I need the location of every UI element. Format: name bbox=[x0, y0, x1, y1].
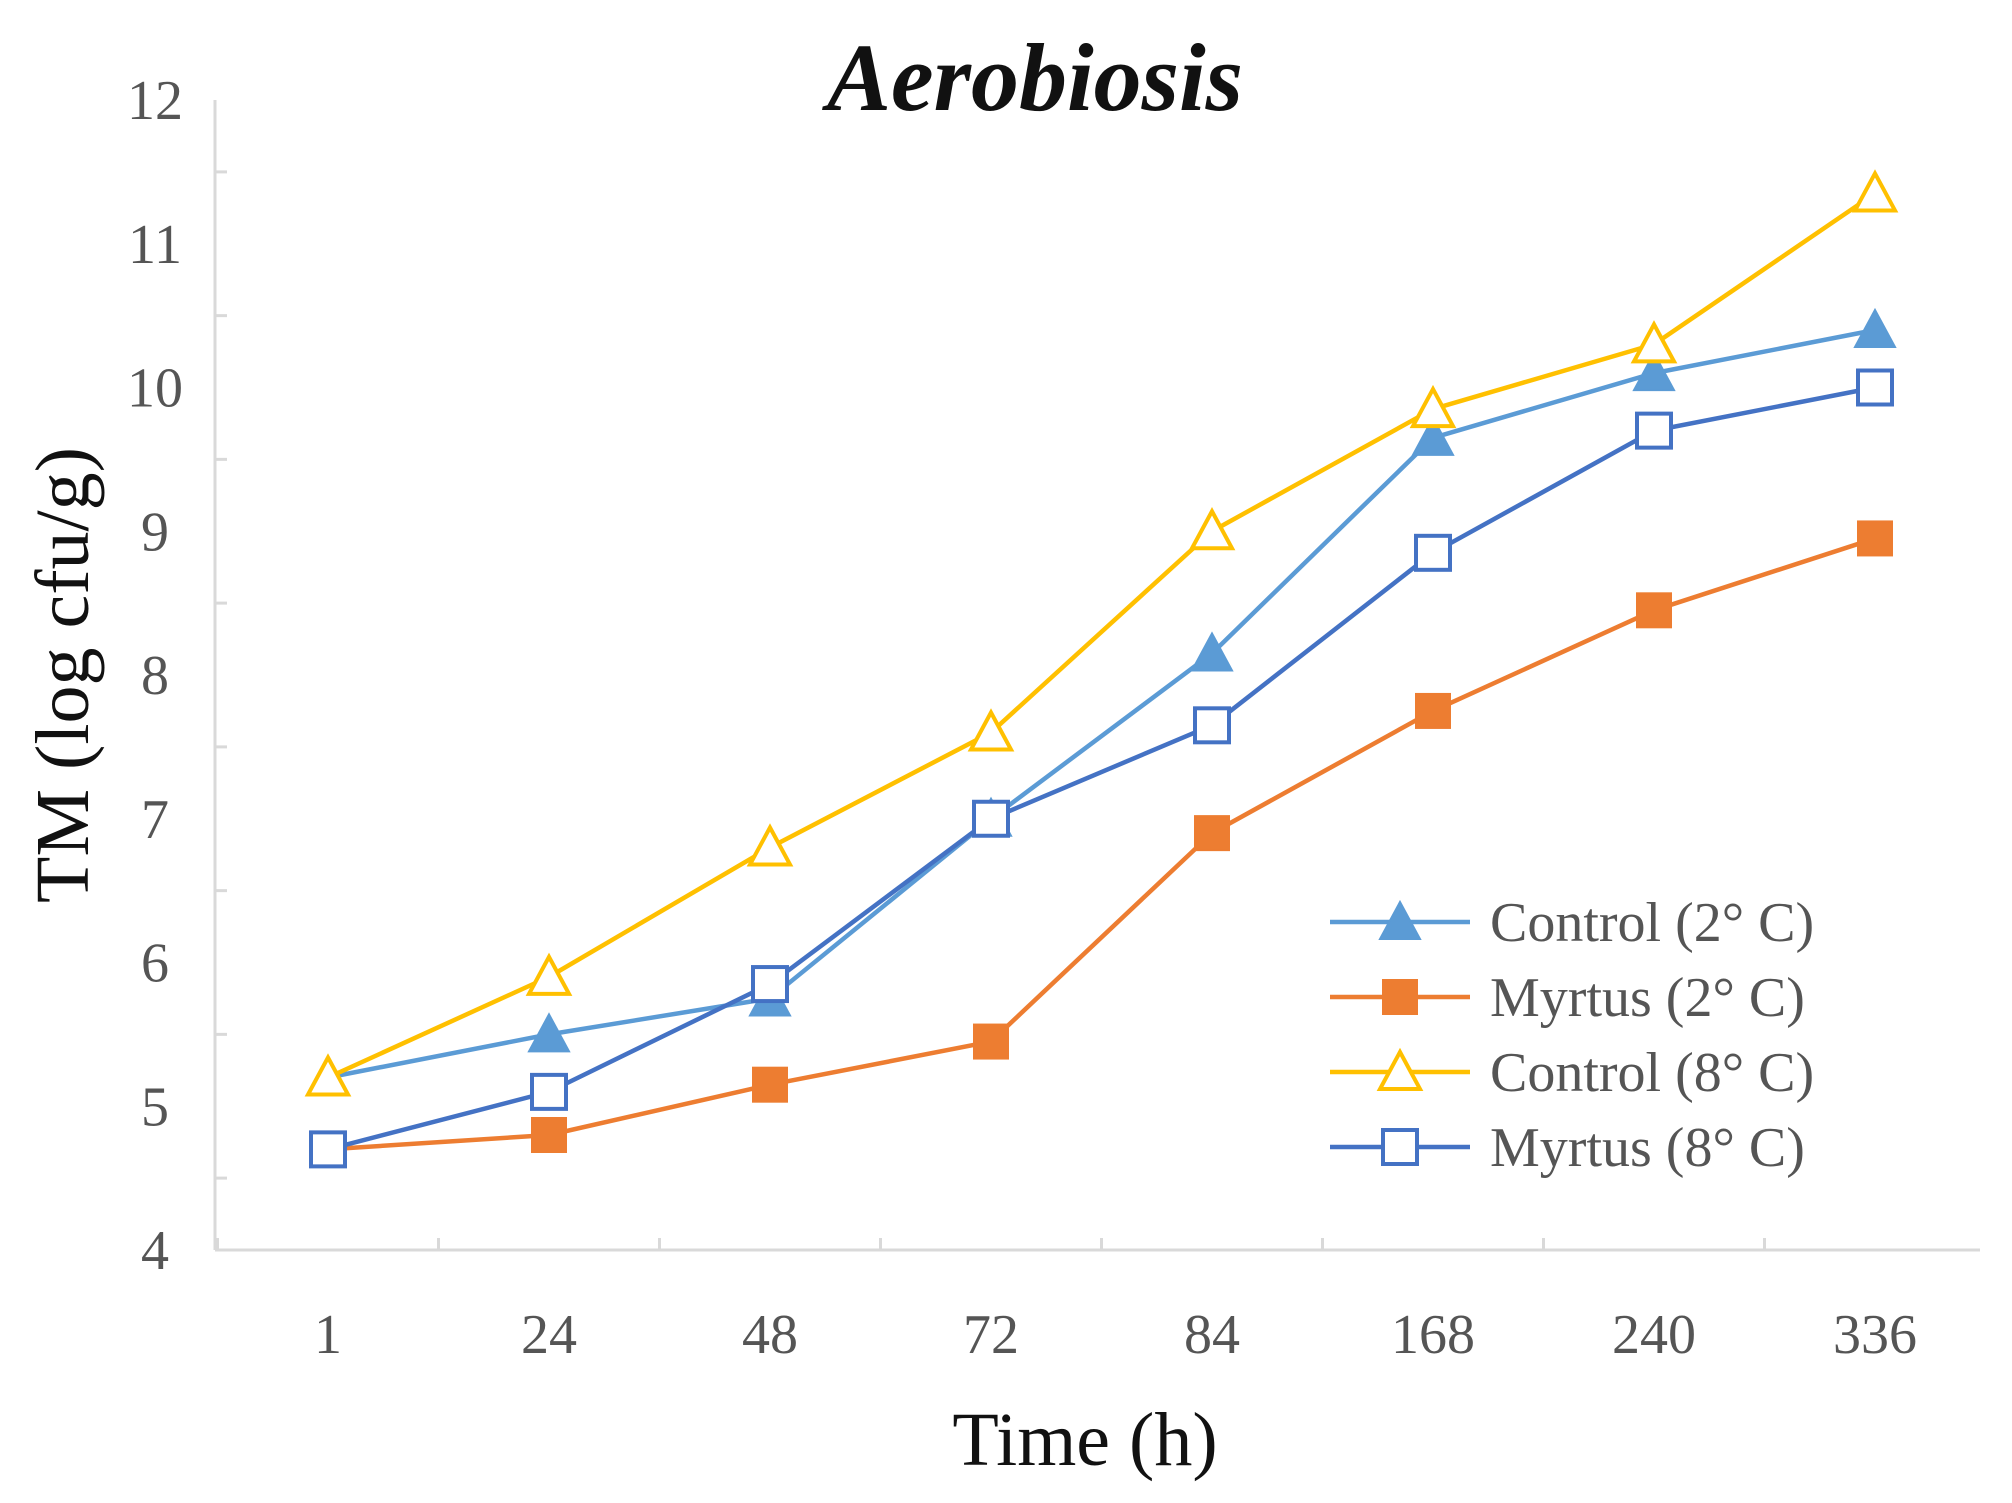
marker-series-4-pt-6 bbox=[1414, 533, 1452, 572]
y-tick-label: 10 bbox=[127, 358, 183, 420]
marker-series-2-pt-4 bbox=[973, 1023, 1009, 1060]
marker-series-1-pt-6 bbox=[1411, 415, 1455, 456]
marker-series-1-pt-5 bbox=[1190, 631, 1234, 672]
marker-legend-1 bbox=[1378, 899, 1422, 940]
marker-series-4-pt-3 bbox=[751, 965, 789, 1004]
legend-label: Control (8° C) bbox=[1490, 1042, 1814, 1104]
y-axis-label: TM (log cfu/g) bbox=[21, 447, 105, 903]
x-tick-label: 84 bbox=[1184, 1304, 1240, 1366]
y-tick-label: 7 bbox=[141, 789, 169, 851]
series-layer bbox=[304, 169, 1899, 1169]
marker-series-1-pt-7 bbox=[1632, 351, 1676, 392]
marker-legend-3 bbox=[1376, 1047, 1424, 1091]
legend-item: Myrtus (2° C) bbox=[1330, 967, 1805, 1029]
marker-series-2-pt-8 bbox=[1857, 520, 1893, 557]
series-4 bbox=[309, 368, 1894, 1169]
marker-series-4-pt-7 bbox=[1635, 411, 1673, 450]
legend-label: Myrtus (8° C) bbox=[1490, 1117, 1805, 1179]
marker-series-1-pt-8 bbox=[1853, 307, 1897, 348]
y-tick-label: 11 bbox=[128, 214, 182, 276]
x-tick-labels: 1 24 48 72 84 168 240 336 bbox=[314, 1304, 1917, 1366]
marker-series-4-pt-5 bbox=[1193, 706, 1231, 745]
legend-item: Control (8° C) bbox=[1330, 1042, 1814, 1104]
x-minor-ticks bbox=[216, 1238, 1766, 1250]
marker-series-4-pt-4 bbox=[972, 799, 1010, 838]
marker-series-3-pt-4 bbox=[967, 708, 1015, 752]
series-2 bbox=[310, 520, 1893, 1168]
y-tick-label: 9 bbox=[141, 501, 169, 563]
x-tick-label: 24 bbox=[521, 1304, 577, 1366]
marker-series-1-pt-2 bbox=[527, 1012, 571, 1053]
marker-series-3-pt-5 bbox=[1188, 507, 1236, 551]
marker-series-3-pt-8 bbox=[1851, 169, 1899, 213]
marker-series-2-pt-3 bbox=[752, 1066, 788, 1103]
series-3 bbox=[304, 169, 1899, 1097]
legend-label: Myrtus (2° C) bbox=[1490, 967, 1805, 1029]
y-minor-ticks bbox=[215, 170, 227, 1180]
x-tick-label: 336 bbox=[1833, 1304, 1917, 1366]
y-tick-label: 12 bbox=[127, 70, 183, 132]
series-line bbox=[327, 536, 1876, 1152]
series-line bbox=[327, 385, 1876, 1152]
y-tick-label: 5 bbox=[141, 1076, 169, 1138]
series-line bbox=[327, 327, 1876, 1080]
x-tick-label: 48 bbox=[742, 1304, 798, 1366]
legend-label: Control (2° C) bbox=[1490, 892, 1814, 954]
marker-series-2-pt-7 bbox=[1636, 592, 1672, 629]
chart-title: Aerobiosis bbox=[822, 24, 1243, 131]
marker-legend-4 bbox=[1381, 1128, 1419, 1166]
axes bbox=[213, 100, 1980, 1252]
y-tick-labels: 4 5 6 7 8 9 10 11 12 bbox=[127, 70, 183, 1282]
x-tick-label: 1 bbox=[314, 1304, 342, 1366]
x-tick-label: 240 bbox=[1612, 1304, 1696, 1366]
series-line bbox=[327, 191, 1877, 1080]
x-axis-label: Time (h) bbox=[952, 1398, 1217, 1482]
marker-legend-2 bbox=[1382, 979, 1418, 1015]
marker-series-4-pt-8 bbox=[1856, 368, 1894, 407]
marker-series-3-pt-3 bbox=[746, 823, 794, 867]
y-tick-label: 8 bbox=[141, 645, 169, 707]
marker-series-2-pt-5 bbox=[1194, 815, 1230, 852]
marker-series-3-pt-6 bbox=[1409, 384, 1457, 429]
x-tick-label: 72 bbox=[963, 1304, 1019, 1366]
x-tick-label: 168 bbox=[1391, 1304, 1475, 1366]
marker-series-2-pt-6 bbox=[1415, 692, 1451, 729]
marker-series-3-pt-7 bbox=[1630, 320, 1678, 364]
marker-series-3-pt-1 bbox=[304, 1053, 352, 1097]
legend-item: Control (2° C) bbox=[1330, 892, 1814, 954]
legend: Control (2° C) Myrtus (2° C) Control (8° C… bbox=[1330, 892, 1814, 1179]
y-tick-label: 4 bbox=[141, 1220, 169, 1282]
marker-series-2-pt-2 bbox=[531, 1117, 567, 1153]
y-tick-label: 6 bbox=[141, 933, 169, 995]
legend-item: Myrtus (8° C) bbox=[1330, 1117, 1805, 1179]
marker-series-3-pt-2 bbox=[525, 952, 573, 996]
marker-series-4-pt-2 bbox=[530, 1072, 568, 1111]
marker-series-4-pt-1 bbox=[309, 1130, 347, 1169]
